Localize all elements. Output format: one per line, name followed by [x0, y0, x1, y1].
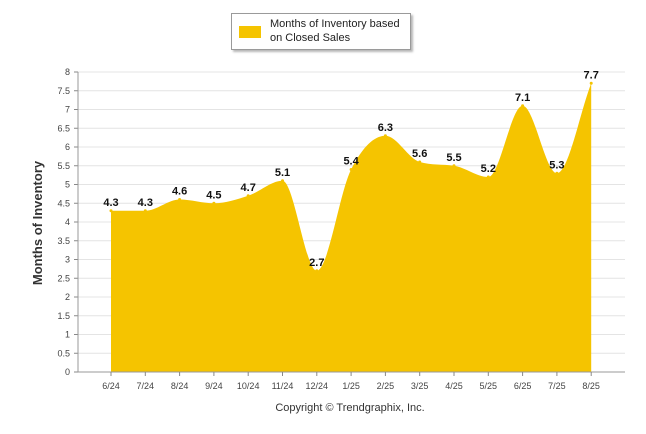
y-tick-label: 6 [65, 142, 70, 152]
data-label: 5.2 [481, 163, 496, 175]
x-tick-label: 5/25 [480, 381, 498, 391]
data-labels: 4.3 4.3 4.6 4.5 4.7 5.1 2.7 5.4 6.3 5.6 5.5 5.2 7.1 5… [103, 69, 598, 269]
x-tick-label: 12/24 [306, 381, 329, 391]
data-label: 5.4 [343, 156, 359, 168]
x-tick-label: 4/25 [445, 381, 463, 391]
y-tick-label: 1 [65, 330, 70, 340]
x-tick-label: 8/25 [582, 381, 600, 391]
y-tick-label: 0 [65, 367, 70, 377]
y-tick-label: 5.5 [57, 161, 70, 171]
axes: 0 0.5 1 1.5 2 2.5 3 3.5 4 4.5 5 5.5 6 6.5 7 7.5 8 6/24 7/2… [57, 67, 625, 391]
x-tick-label: 10/24 [237, 381, 260, 391]
y-tick-label: 2.5 [57, 273, 70, 283]
y-tick-label: 3 [65, 255, 70, 265]
data-point [521, 104, 525, 108]
legend-swatch [239, 26, 261, 38]
y-tick-label: 7 [65, 105, 70, 115]
y-tick-label: 5 [65, 180, 70, 190]
copyright-text: Copyright © Trendgraphix, Inc. [275, 402, 425, 414]
y-tick-label: 0.5 [57, 348, 70, 358]
x-tick-label: 11/24 [272, 381, 294, 391]
data-label: 4.3 [138, 197, 153, 209]
y-tick-label: 4 [65, 217, 70, 227]
x-tick-label: 6/25 [514, 381, 532, 391]
area-series [109, 81, 593, 372]
x-tick-label: 7/25 [548, 381, 566, 391]
x-tick-label: 2/25 [377, 381, 395, 391]
data-label: 4.7 [241, 182, 256, 194]
data-point [589, 81, 593, 85]
data-label: 7.7 [584, 69, 599, 81]
x-tick-label: 6/24 [102, 381, 120, 391]
data-point [109, 209, 113, 213]
data-point [281, 179, 284, 183]
data-point [246, 194, 250, 198]
data-label: 5.6 [412, 148, 427, 160]
legend: Months of Inventory based on Closed Sale… [231, 13, 411, 50]
y-axis-title: Months of Inventory [30, 160, 45, 285]
data-point [349, 168, 353, 171]
data-point [143, 209, 147, 213]
data-point [486, 175, 490, 179]
legend-label: Months of Inventory based on Closed Sale… [270, 18, 400, 44]
data-label: 4.6 [172, 186, 187, 198]
x-tick-label: 7/24 [137, 381, 155, 391]
data-point [555, 171, 559, 175]
data-point [383, 134, 387, 138]
data-point [178, 198, 182, 201]
data-label: 2.7 [309, 257, 324, 269]
data-point [452, 164, 456, 168]
data-label: 5.1 [275, 167, 290, 179]
data-point [315, 269, 319, 273]
y-tick-label: 3.5 [57, 236, 70, 246]
x-tick-label: 3/25 [411, 381, 429, 391]
x-tick-label: 9/24 [205, 381, 223, 391]
data-label: 5.5 [446, 152, 461, 164]
data-label: 5.3 [549, 159, 564, 171]
series-area [111, 83, 592, 372]
y-tick-label: 2 [65, 292, 70, 302]
data-point [418, 160, 422, 164]
y-tick-label: 6.5 [57, 123, 70, 133]
data-label: 4.3 [103, 197, 118, 209]
y-tick-label: 8 [65, 67, 70, 77]
x-tick-label: 8/24 [171, 381, 189, 391]
data-label: 6.3 [378, 122, 393, 134]
data-label: 4.5 [206, 189, 221, 201]
y-tick-label: 4.5 [57, 198, 70, 208]
data-label: 7.1 [515, 92, 530, 104]
data-point [212, 201, 216, 205]
x-tick-label: 1/25 [342, 381, 360, 391]
y-tick-label: 7.5 [57, 86, 70, 96]
y-tick-label: 1.5 [57, 311, 70, 321]
